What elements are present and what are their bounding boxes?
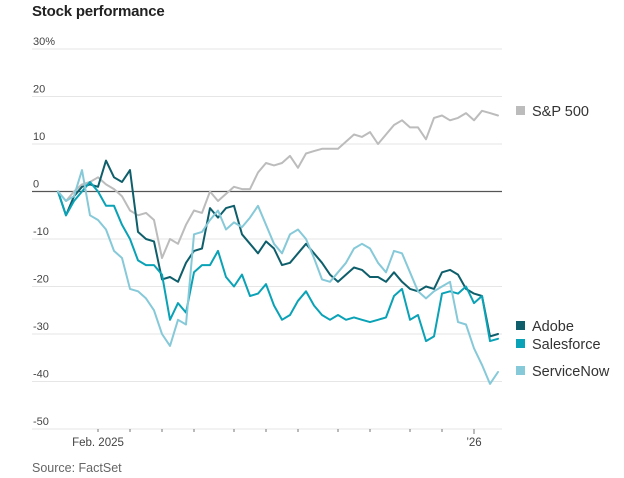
legend-label-salesforce: Salesforce [532, 337, 601, 353]
series-line-servicenow [57, 169, 499, 385]
legend-swatch-servicenow [516, 366, 525, 375]
legend-swatch-s-p-500 [516, 106, 525, 115]
legend-swatch-adobe [516, 321, 525, 330]
y-tick-label: -10 [33, 226, 49, 238]
series-line-s-p-500 [57, 109, 499, 259]
y-tick-label: -30 [33, 321, 49, 333]
legend-swatch-salesforce [516, 339, 525, 348]
legend-label-s-p-500: S&P 500 [532, 104, 589, 120]
y-tick-label: 30% [33, 36, 55, 48]
series-line-salesforce [57, 181, 499, 343]
x-tick-label: Feb. 2025 [72, 437, 124, 449]
y-axis-labels: 30% 20 10 0 -10 -20 -30 -40 -50 [33, 36, 55, 428]
y-tick-label: -40 [33, 369, 49, 381]
x-axis: Feb. 2025 ’26 [72, 429, 482, 449]
gridlines [32, 48, 502, 430]
y-tick-label: 10 [33, 131, 45, 143]
y-tick-label: 0 [33, 179, 39, 191]
legend-label-adobe: Adobe [532, 319, 574, 335]
x-tick-label: ’26 [466, 437, 481, 449]
source-note: Source: FactSet [32, 461, 122, 475]
legend: S&P 500 Adobe Salesforce ServiceNow [516, 104, 610, 380]
series-lines [57, 109, 499, 385]
legend-label-servicenow: ServiceNow [532, 364, 610, 380]
y-tick-label: 20 [33, 84, 45, 96]
y-tick-label: -50 [33, 416, 49, 428]
chart-title: Stock performance [32, 3, 165, 20]
y-tick-label: -20 [33, 274, 49, 286]
series-line-adobe [57, 159, 499, 338]
